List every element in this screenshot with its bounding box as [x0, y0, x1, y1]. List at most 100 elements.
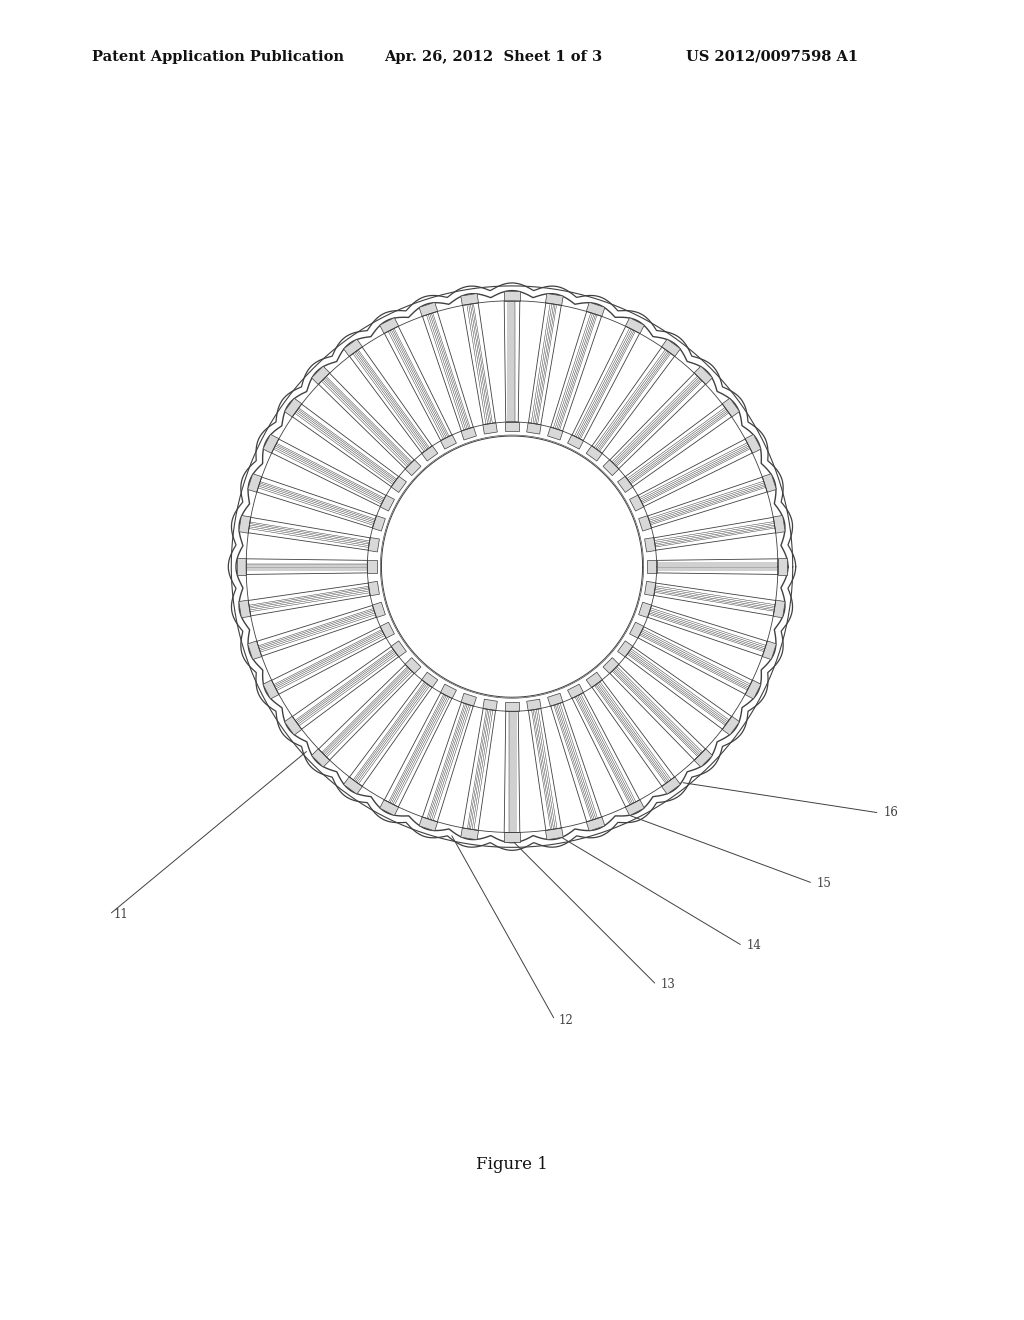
Polygon shape: [271, 627, 386, 694]
Polygon shape: [391, 640, 407, 657]
Polygon shape: [694, 366, 713, 384]
Polygon shape: [483, 700, 498, 710]
Polygon shape: [662, 777, 680, 795]
Polygon shape: [285, 717, 302, 735]
Polygon shape: [406, 459, 421, 475]
Polygon shape: [463, 709, 496, 830]
Polygon shape: [647, 606, 767, 656]
Polygon shape: [504, 833, 520, 842]
Polygon shape: [644, 581, 656, 595]
Polygon shape: [694, 748, 713, 767]
Polygon shape: [572, 693, 640, 807]
Polygon shape: [423, 702, 473, 822]
Polygon shape: [647, 477, 767, 528]
Polygon shape: [504, 711, 520, 833]
Polygon shape: [638, 440, 753, 507]
Text: Figure 1: Figure 1: [476, 1156, 548, 1172]
Polygon shape: [762, 474, 776, 492]
Polygon shape: [745, 680, 761, 698]
Polygon shape: [373, 602, 385, 618]
Polygon shape: [639, 602, 651, 618]
Polygon shape: [592, 347, 675, 453]
Polygon shape: [237, 558, 246, 574]
Text: Patent Application Publication: Patent Application Publication: [92, 50, 344, 63]
Polygon shape: [528, 302, 561, 425]
Polygon shape: [626, 647, 732, 729]
Polygon shape: [344, 339, 362, 356]
Polygon shape: [384, 693, 452, 807]
Polygon shape: [344, 777, 362, 795]
Polygon shape: [567, 434, 584, 449]
Polygon shape: [440, 684, 457, 698]
Text: US 2012/0097598 A1: US 2012/0097598 A1: [686, 50, 858, 63]
Polygon shape: [368, 581, 380, 595]
Polygon shape: [647, 560, 656, 573]
Polygon shape: [644, 537, 656, 552]
Polygon shape: [506, 702, 518, 711]
Polygon shape: [239, 601, 251, 618]
Polygon shape: [318, 374, 414, 469]
Polygon shape: [419, 302, 437, 317]
Polygon shape: [773, 601, 785, 618]
Polygon shape: [528, 709, 561, 830]
Text: 14: 14: [746, 940, 762, 953]
Polygon shape: [368, 537, 380, 552]
Polygon shape: [551, 702, 601, 822]
Polygon shape: [567, 684, 584, 698]
Polygon shape: [419, 817, 437, 832]
Polygon shape: [246, 558, 368, 574]
Polygon shape: [440, 434, 457, 449]
Polygon shape: [271, 440, 386, 507]
Polygon shape: [292, 404, 398, 487]
Polygon shape: [586, 672, 602, 688]
Polygon shape: [722, 399, 739, 417]
Polygon shape: [546, 828, 563, 840]
Polygon shape: [248, 474, 262, 492]
Polygon shape: [292, 647, 398, 729]
Polygon shape: [662, 339, 680, 356]
Polygon shape: [380, 495, 394, 511]
Polygon shape: [572, 326, 640, 441]
Polygon shape: [506, 422, 518, 432]
Polygon shape: [626, 800, 644, 816]
Polygon shape: [548, 426, 563, 440]
Polygon shape: [368, 560, 377, 573]
Polygon shape: [526, 700, 541, 710]
Polygon shape: [380, 800, 398, 816]
Polygon shape: [654, 583, 776, 616]
Polygon shape: [745, 434, 761, 453]
Polygon shape: [526, 422, 541, 434]
Polygon shape: [638, 627, 753, 694]
Text: 13: 13: [660, 978, 676, 991]
Polygon shape: [368, 422, 656, 711]
Polygon shape: [603, 459, 618, 475]
Polygon shape: [546, 293, 563, 305]
Polygon shape: [381, 436, 643, 697]
Polygon shape: [239, 516, 251, 533]
Text: 16: 16: [884, 807, 898, 820]
Text: 15: 15: [817, 876, 831, 890]
Polygon shape: [248, 517, 370, 550]
Polygon shape: [311, 366, 330, 384]
Text: 11: 11: [114, 908, 128, 921]
Polygon shape: [762, 642, 776, 660]
Polygon shape: [463, 302, 496, 425]
Polygon shape: [406, 657, 421, 673]
Polygon shape: [423, 312, 473, 432]
Polygon shape: [722, 717, 739, 735]
Polygon shape: [778, 558, 787, 574]
Polygon shape: [483, 422, 498, 434]
Polygon shape: [504, 301, 520, 422]
Polygon shape: [461, 426, 476, 440]
Polygon shape: [461, 828, 478, 840]
Polygon shape: [318, 664, 414, 760]
Polygon shape: [257, 477, 377, 528]
Polygon shape: [610, 664, 706, 760]
Polygon shape: [391, 477, 407, 492]
Polygon shape: [349, 347, 432, 453]
Polygon shape: [373, 516, 385, 531]
Polygon shape: [380, 622, 394, 638]
Polygon shape: [617, 640, 633, 657]
Polygon shape: [461, 293, 478, 305]
Polygon shape: [380, 318, 398, 334]
